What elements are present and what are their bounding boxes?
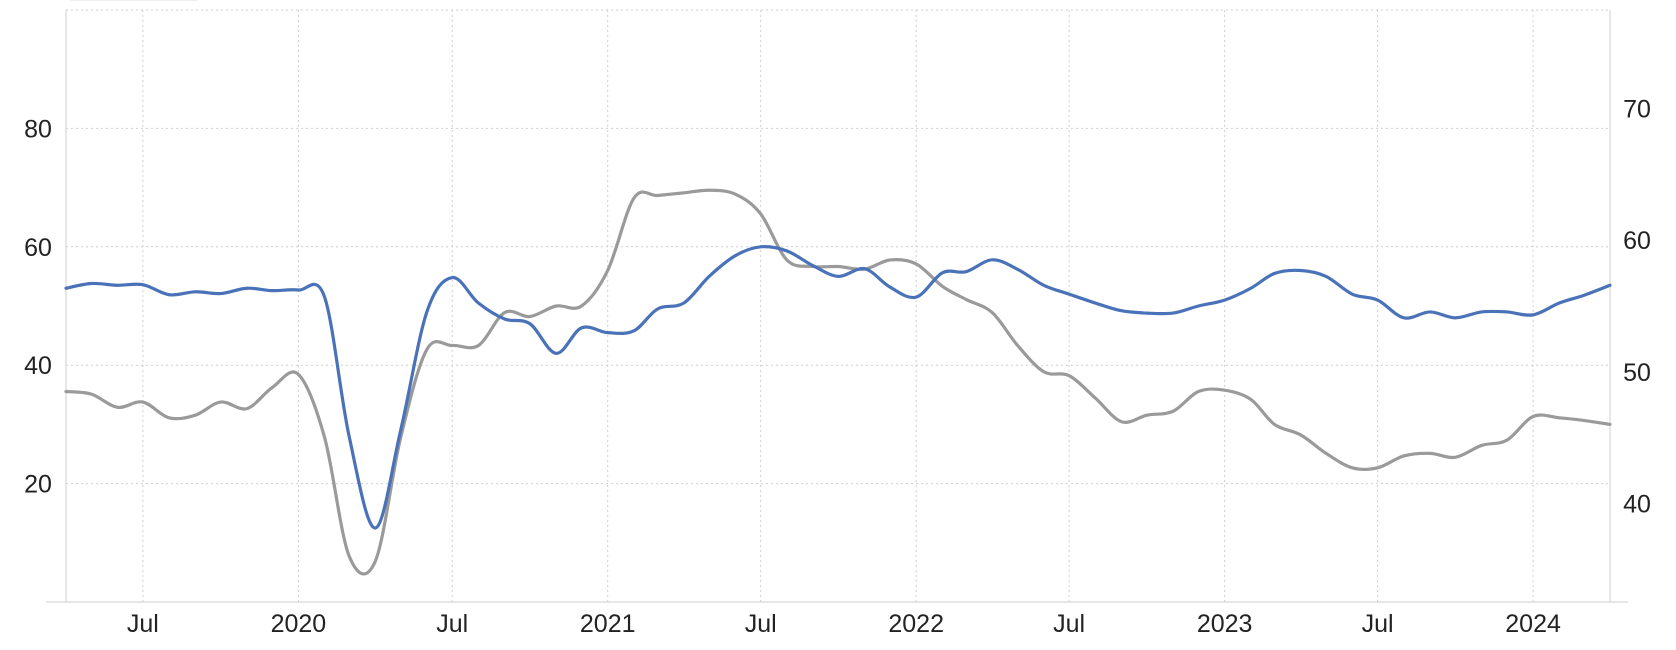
series-line-right-axis xyxy=(64,188,1612,576)
x-tick-label: 2021 xyxy=(580,610,636,638)
x-tick-label: 2024 xyxy=(1505,610,1561,638)
y-left-tick-label: 40 xyxy=(24,352,52,380)
axes xyxy=(46,10,1628,603)
series xyxy=(64,188,1612,576)
series-line-left-axis xyxy=(64,245,1612,530)
y-right-tick-label: 40 xyxy=(1623,490,1651,518)
grid xyxy=(66,9,1610,602)
x-tick-label: Jul xyxy=(436,610,468,638)
tick-labels: Jul 2020 Jul 2021 Jul 2022 Jul 2023 Jul 2024 20 40 6… xyxy=(24,96,1651,638)
x-tick-label: Jul xyxy=(127,610,159,638)
y-right-tick-label: 60 xyxy=(1623,227,1651,255)
x-tick-label: Jul xyxy=(1053,610,1085,638)
y-left-tick-label: 20 xyxy=(24,471,52,499)
y-left-tick-label: 80 xyxy=(24,115,52,143)
x-tick-label: 2020 xyxy=(271,610,327,638)
x-tick-label: Jul xyxy=(745,610,777,638)
y-left-tick-label: 60 xyxy=(24,234,52,262)
y-right-tick-label: 50 xyxy=(1623,359,1651,387)
x-tick-label: 2023 xyxy=(1197,610,1253,638)
x-tick-label: 2022 xyxy=(888,610,944,638)
y-right-tick-label: 70 xyxy=(1623,96,1651,124)
x-tick-label: Jul xyxy=(1362,610,1394,638)
